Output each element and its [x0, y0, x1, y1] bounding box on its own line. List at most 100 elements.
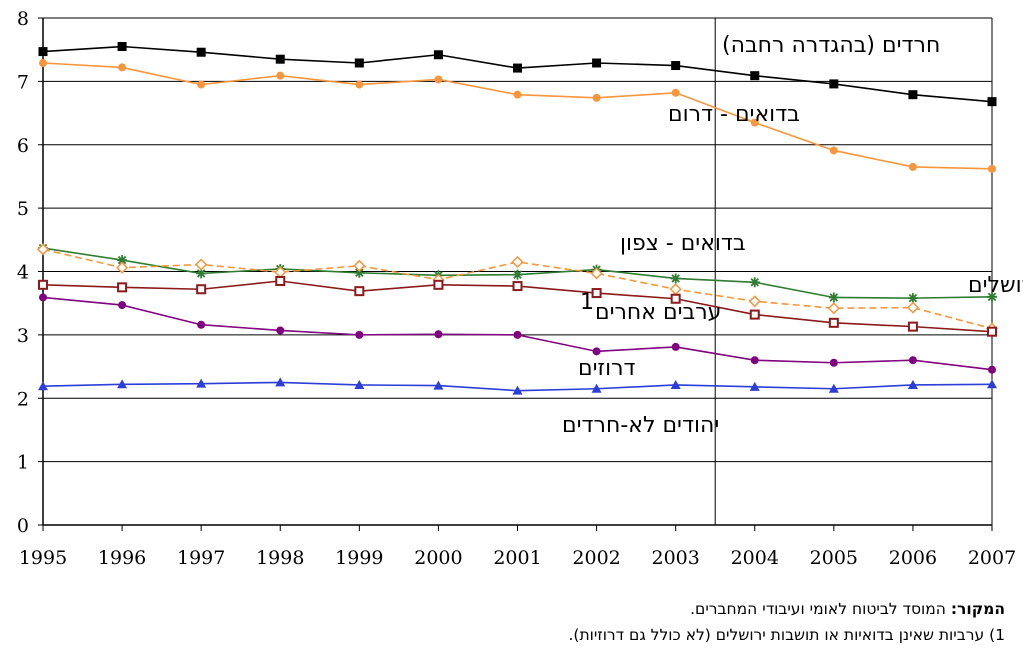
y-axis-tick-labels: 0 1 2 3 4 5 6 7 8 — [17, 8, 43, 537]
data-point — [355, 330, 364, 339]
data-point — [433, 279, 444, 290]
x-tick-label: 1998 — [256, 547, 304, 569]
data-point — [275, 377, 286, 387]
series-5 — [39, 293, 996, 374]
x-tick-label: 1999 — [335, 547, 383, 569]
x-tick-label: 2004 — [731, 547, 779, 569]
data-point — [512, 269, 523, 280]
gridlines — [43, 17, 992, 463]
data-point — [908, 162, 917, 171]
line-chart: 0 1 2 3 4 5 6 7 8 1995 1996 1997 1998 1999 2000 2001 20… — [17, 8, 1023, 569]
data-point — [671, 88, 680, 97]
data-point — [987, 326, 997, 337]
series-4 — [38, 276, 997, 337]
x-tick-label: 2006 — [889, 547, 937, 569]
star-stroke — [908, 293, 918, 303]
data-point — [196, 47, 206, 57]
source-note: המקור: המוסד לביטוח לאומי ועיבודי המחברי… — [690, 600, 1005, 618]
source-label: המקור: — [950, 600, 1005, 618]
y-tick-label: 6 — [17, 135, 29, 157]
x-tick-label: 2001 — [493, 547, 541, 569]
data-point — [908, 356, 917, 365]
data-point — [829, 146, 838, 155]
data-point — [39, 293, 47, 302]
star-stroke — [671, 274, 680, 283]
data-point — [590, 267, 603, 280]
x-axis-tick-labels: 1995 1996 1997 1998 1999 2000 2001 2002 2003 2004… — [19, 525, 1016, 569]
data-point — [828, 317, 839, 328]
series-lines — [36, 42, 999, 395]
data-point — [670, 379, 681, 389]
data-point — [196, 284, 207, 295]
y-tick-label: 4 — [17, 262, 29, 284]
y-tick-label: 1 — [17, 452, 29, 474]
x-tick-label: 2002 — [572, 547, 620, 569]
series-label-1: בדואים - דרום — [668, 102, 800, 127]
star-stroke — [117, 255, 127, 265]
y-tick-label: 3 — [17, 325, 29, 347]
footnote-marker: 1 — [580, 290, 594, 315]
y-tick-label: 5 — [17, 198, 29, 220]
series-labels: חרדים (בהגדרה רחבה) בדואים - דרום בדואים -… — [562, 33, 1023, 438]
data-point — [748, 295, 761, 308]
series-label-4: ערבים אחרים — [595, 300, 721, 325]
y-tick-label: 2 — [17, 388, 29, 410]
data-point — [117, 282, 128, 293]
data-point — [907, 293, 918, 304]
series-line — [42, 62, 993, 170]
data-point — [829, 79, 839, 89]
data-point — [196, 378, 207, 388]
data-point — [353, 259, 366, 272]
data-point — [669, 283, 682, 296]
data-point — [988, 365, 996, 374]
data-point — [434, 75, 443, 84]
data-point — [828, 292, 839, 303]
data-point — [828, 383, 839, 393]
data-point — [670, 273, 681, 284]
data-point — [671, 61, 681, 71]
x-tick-label: 1995 — [19, 547, 67, 569]
footnote: 1) ערביות שאינן בדואיות או תושבות ירושלי… — [568, 626, 1005, 644]
data-point — [513, 90, 522, 99]
data-point — [987, 379, 997, 389]
series-3 — [36, 243, 999, 335]
data-point — [38, 279, 48, 290]
y-tick-label: 8 — [17, 8, 29, 30]
series-label-6: יהודים לא-חרדים — [562, 413, 719, 438]
x-tick-label: 2000 — [414, 547, 462, 569]
data-point — [39, 58, 47, 67]
x-tick-label: 1996 — [98, 547, 146, 569]
data-point — [118, 301, 127, 310]
series-2 — [38, 243, 997, 304]
data-point — [512, 281, 523, 292]
series-label-0: חרדים (בהגדרה רחבה) — [722, 33, 940, 58]
data-point — [591, 288, 602, 299]
data-point — [38, 381, 48, 391]
star-stroke — [987, 292, 997, 302]
data-point — [275, 276, 286, 287]
data-point — [987, 291, 997, 302]
x-tick-label: 1997 — [177, 547, 225, 569]
star-stroke — [196, 269, 206, 278]
data-point — [433, 50, 443, 60]
series-6 — [38, 377, 997, 395]
data-point — [354, 379, 365, 389]
star-stroke — [750, 278, 759, 287]
data-point — [749, 277, 760, 288]
data-point — [512, 385, 523, 395]
data-point — [906, 301, 919, 314]
data-point — [670, 293, 681, 304]
x-tick-label: 2007 — [968, 547, 1016, 569]
data-point — [276, 326, 285, 335]
y-tick-label: 7 — [17, 71, 29, 93]
data-point — [907, 379, 918, 389]
star-stroke — [355, 268, 364, 278]
data-point — [434, 330, 443, 339]
data-point — [592, 93, 601, 102]
data-point — [907, 321, 918, 332]
data-point — [750, 118, 759, 127]
series-0 — [38, 42, 997, 107]
x-tick-label: 2003 — [651, 547, 699, 569]
series-1 — [39, 58, 996, 173]
x-tick-label: 2005 — [810, 547, 858, 569]
